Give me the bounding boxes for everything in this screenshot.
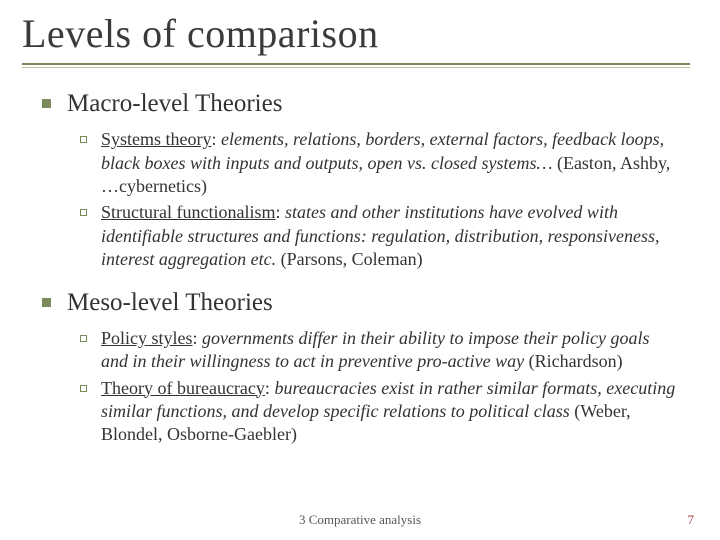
section-heading-text: Macro-level Theories — [67, 88, 282, 119]
section-heading: Macro-level Theories — [42, 88, 680, 119]
slide: Levels of comparison Macro-level Theorie… — [0, 0, 720, 540]
hollow-square-bullet-icon — [80, 335, 87, 342]
section-items: Systems theory: elements, relations, bor… — [42, 123, 680, 280]
item-lead: Structural functionalism — [101, 202, 275, 222]
section-heading-text: Meso-level Theories — [67, 287, 273, 318]
list-item: Policy styles: governments differ in the… — [80, 327, 680, 374]
list-item-text: Structural functionalism: states and oth… — [101, 201, 680, 271]
slide-title: Levels of comparison — [22, 10, 690, 57]
page-number: 7 — [688, 512, 695, 528]
item-tail: (Parsons, Coleman) — [276, 249, 422, 269]
item-lead: Theory of bureaucracy — [101, 378, 265, 398]
hollow-square-bullet-icon — [80, 209, 87, 216]
item-lead: Systems theory — [101, 129, 212, 149]
section-heading: Meso-level Theories — [42, 287, 680, 318]
footer-text: 3 Comparative analysis — [0, 512, 720, 528]
list-item-text: Policy styles: governments differ in the… — [101, 327, 680, 374]
list-item: Systems theory: elements, relations, bor… — [80, 128, 680, 198]
section-items: Policy styles: governments differ in the… — [42, 322, 680, 456]
hollow-square-bullet-icon — [80, 136, 87, 143]
list-item-text: Systems theory: elements, relations, bor… — [101, 128, 680, 198]
square-bullet-icon — [42, 99, 51, 108]
list-item: Structural functionalism: states and oth… — [80, 201, 680, 271]
slide-content: Macro-level Theories Systems theory: ele… — [22, 68, 690, 456]
list-item-text: Theory of bureaucracy: bureaucracies exi… — [101, 377, 680, 447]
list-item: Theory of bureaucracy: bureaucracies exi… — [80, 377, 680, 447]
item-lead: Policy styles — [101, 328, 193, 348]
square-bullet-icon — [42, 298, 51, 307]
item-tail: (Richardson) — [524, 351, 622, 371]
hollow-square-bullet-icon — [80, 385, 87, 392]
